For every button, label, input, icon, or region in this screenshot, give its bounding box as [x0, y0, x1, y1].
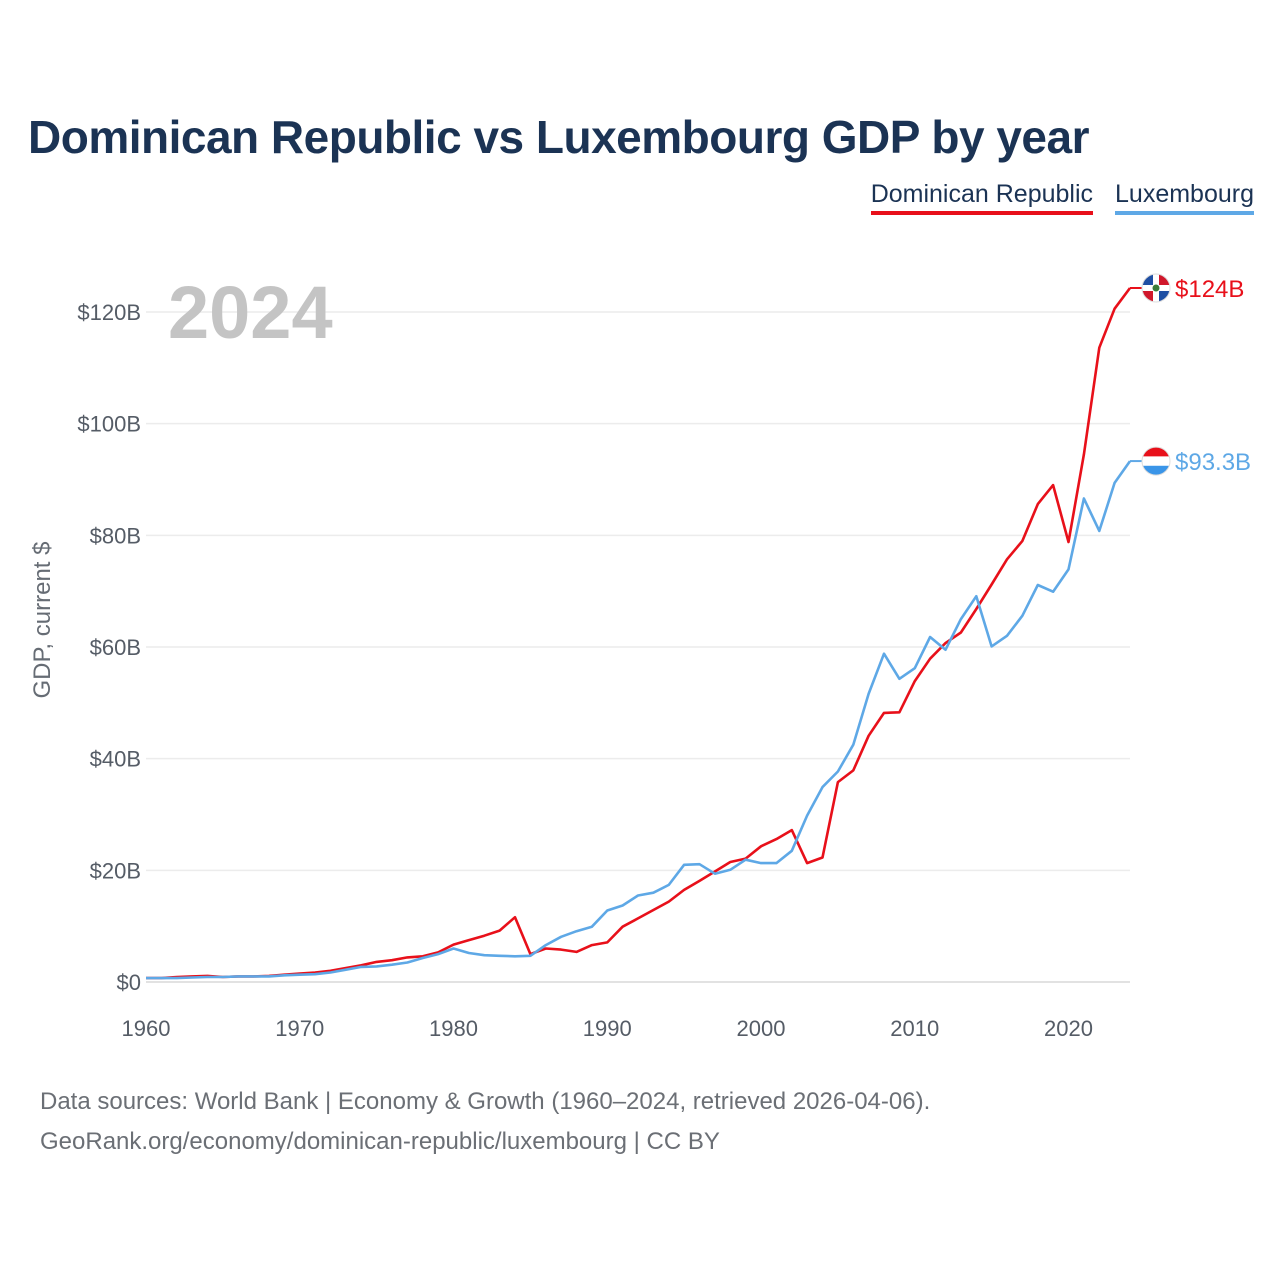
series-line-luxembourg[interactable]: [146, 460, 1132, 980]
series-lines: [146, 287, 1132, 980]
line-chart: $0 $20B $40B $60B $80B $100B $120B 1960 1970 198…: [29, 271, 1251, 1041]
x-tick-label: 1980: [429, 1016, 478, 1041]
x-tick-label: 2020: [1044, 1016, 1093, 1041]
source-note: Data sources: World Bank | Economy & Gro…: [40, 1082, 930, 1162]
source-line-1: Data sources: World Bank | Economy & Gro…: [40, 1088, 931, 1115]
y-tick-label: $100B: [77, 412, 141, 437]
series-line-dominican-republic[interactable]: [146, 287, 1132, 980]
legend-item-dominican-republic[interactable]: Dominican Republic: [870, 180, 1094, 215]
y-tick-label: $40B: [90, 747, 141, 772]
x-tick-label: 1970: [275, 1016, 324, 1041]
end-value-label: $124B: [1175, 276, 1244, 303]
legend: Dominican Republic Luxembourg: [870, 180, 1254, 215]
y-tick-label: $20B: [90, 858, 141, 883]
end-markers: $124B $93.3B: [1130, 273, 1251, 476]
gridlines: [146, 311, 1130, 983]
y-tick-label: $60B: [90, 635, 141, 660]
flag-dominican-republic-icon: [1141, 273, 1171, 303]
x-tick-label: 2000: [737, 1016, 786, 1041]
flag-luxembourg-icon: [1141, 446, 1171, 476]
y-tick-label: $0: [117, 970, 141, 995]
y-tick-label: $80B: [90, 523, 141, 548]
year-indicator: 2024: [168, 271, 333, 354]
y-axis-label: GDP, current $: [29, 542, 56, 699]
source-line-2[interactable]: GeoRank.org/economy/dominican-republic/l…: [40, 1128, 720, 1155]
y-tick-label: $120B: [77, 300, 141, 325]
legend-item-luxembourg[interactable]: Luxembourg: [1115, 180, 1254, 215]
x-tick-label: 2010: [890, 1016, 939, 1041]
y-axis-ticks: $0 $20B $40B $60B $80B $100B $120B: [77, 300, 141, 995]
chart-title: Dominican Republic vs Luxembourg GDP by …: [28, 111, 1089, 163]
x-tick-label: 1990: [583, 1016, 632, 1041]
end-value-label: $93.3B: [1175, 449, 1251, 476]
x-tick-label: 1960: [122, 1016, 171, 1041]
x-axis-ticks: 1960 1970 1980 1990 2000 2010 2020: [122, 1016, 1093, 1041]
